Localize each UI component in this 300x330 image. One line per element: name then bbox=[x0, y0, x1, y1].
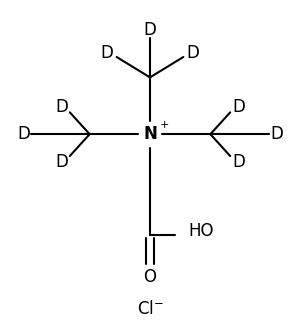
Text: Cl$^{-}$: Cl$^{-}$ bbox=[136, 300, 164, 318]
Text: D: D bbox=[17, 125, 30, 143]
Text: O: O bbox=[143, 268, 157, 286]
Text: D: D bbox=[55, 153, 68, 171]
Text: D: D bbox=[144, 21, 156, 39]
Text: +: + bbox=[159, 120, 169, 130]
Text: N: N bbox=[143, 125, 157, 143]
Text: D: D bbox=[101, 44, 114, 62]
Text: HO: HO bbox=[188, 222, 214, 240]
Text: D: D bbox=[232, 153, 245, 171]
Text: D: D bbox=[232, 98, 245, 115]
Text: D: D bbox=[55, 98, 68, 115]
Text: D: D bbox=[186, 44, 199, 62]
Text: D: D bbox=[270, 125, 283, 143]
